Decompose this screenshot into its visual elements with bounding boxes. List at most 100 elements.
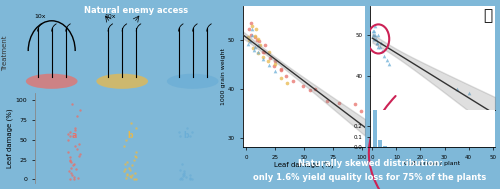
Point (298, 84, 306, 87)
Point (252, 45, 260, 48)
Point (358, 110, 366, 113)
Text: b: b (127, 132, 133, 140)
Point (186, 173, 194, 176)
Text: 🪲: 🪲 (484, 8, 492, 23)
Point (126, 168, 134, 171)
Point (245, 38, 253, 41)
Point (371, 37, 379, 40)
Point (270, 64, 278, 67)
Point (247, 34, 255, 37)
Point (66, 158, 74, 161)
Point (372, 42, 380, 45)
Point (371, 25, 379, 28)
Ellipse shape (96, 74, 148, 89)
Point (311, 87, 319, 90)
Point (253, 39, 261, 42)
Point (248, 33, 256, 36)
Text: Natural enemy access: Natural enemy access (84, 6, 188, 15)
Point (186, 176, 194, 179)
Point (120, 162, 128, 165)
Text: 10x: 10x (34, 14, 46, 19)
Point (248, 28, 256, 31)
Point (351, 103, 359, 106)
Point (123, 172, 131, 175)
Point (180, 174, 188, 177)
Point (246, 39, 254, 42)
Point (374, 33, 382, 36)
Point (322, 100, 330, 103)
Point (66, 160, 74, 163)
Point (177, 176, 185, 179)
Point (306, 89, 314, 92)
Y-axis label: 1000 grain weight: 1000 grain weight (222, 48, 226, 105)
Point (68, 172, 76, 175)
Point (264, 59, 272, 62)
X-axis label: Leaf damage (%): Leaf damage (%) (274, 161, 334, 168)
Point (68, 160, 76, 163)
Point (70, 162, 78, 165)
Text: a: a (72, 132, 76, 140)
Point (372, 33, 380, 36)
Point (73, 148, 81, 151)
Point (73, 115, 81, 118)
Point (276, 76, 284, 79)
Point (132, 172, 140, 175)
Point (370, 29, 378, 32)
Point (265, 51, 273, 54)
Point (372, 37, 380, 40)
Point (74, 176, 82, 179)
Point (132, 156, 140, 159)
X-axis label: CLB larvae / plant: CLB larvae / plant (404, 161, 460, 167)
Point (373, 42, 381, 45)
Point (249, 47, 257, 50)
Point (270, 62, 278, 65)
Point (244, 35, 252, 38)
Point (130, 158, 138, 161)
Point (176, 131, 184, 134)
Point (72, 168, 80, 171)
Point (186, 135, 194, 138)
Point (74, 154, 82, 157)
Point (271, 60, 279, 63)
Point (126, 176, 134, 179)
Point (176, 168, 184, 171)
Point (244, 42, 252, 45)
Point (271, 69, 279, 72)
Point (70, 176, 78, 179)
Point (385, 62, 393, 65)
Point (66, 156, 74, 159)
Point (182, 176, 190, 179)
Point (186, 178, 194, 181)
Point (252, 28, 260, 31)
Point (176, 135, 184, 138)
Point (369, 29, 377, 32)
Point (72, 145, 80, 148)
Point (130, 178, 138, 181)
Y-axis label: Leaf damage (%): Leaf damage (%) (6, 108, 13, 168)
Point (383, 58, 391, 61)
Point (188, 131, 196, 134)
Point (70, 178, 78, 181)
Text: 10x: 10x (104, 14, 116, 19)
Point (254, 43, 262, 46)
Point (282, 74, 290, 77)
Point (380, 54, 388, 57)
Point (262, 44, 270, 47)
Point (179, 172, 187, 175)
Point (128, 173, 136, 176)
Point (68, 166, 76, 169)
Point (252, 34, 260, 37)
Text: control: control (182, 94, 204, 99)
Point (180, 170, 188, 173)
Point (256, 43, 264, 46)
Point (176, 177, 184, 180)
Point (64, 150, 72, 153)
Text: open: open (114, 94, 130, 99)
Point (259, 55, 267, 58)
Point (335, 101, 343, 104)
Text: b: b (183, 132, 188, 140)
Text: Naturally skewed distribution:: Naturally skewed distribution: (298, 159, 442, 168)
Point (376, 46, 384, 49)
Point (251, 35, 259, 38)
Point (76, 108, 84, 112)
